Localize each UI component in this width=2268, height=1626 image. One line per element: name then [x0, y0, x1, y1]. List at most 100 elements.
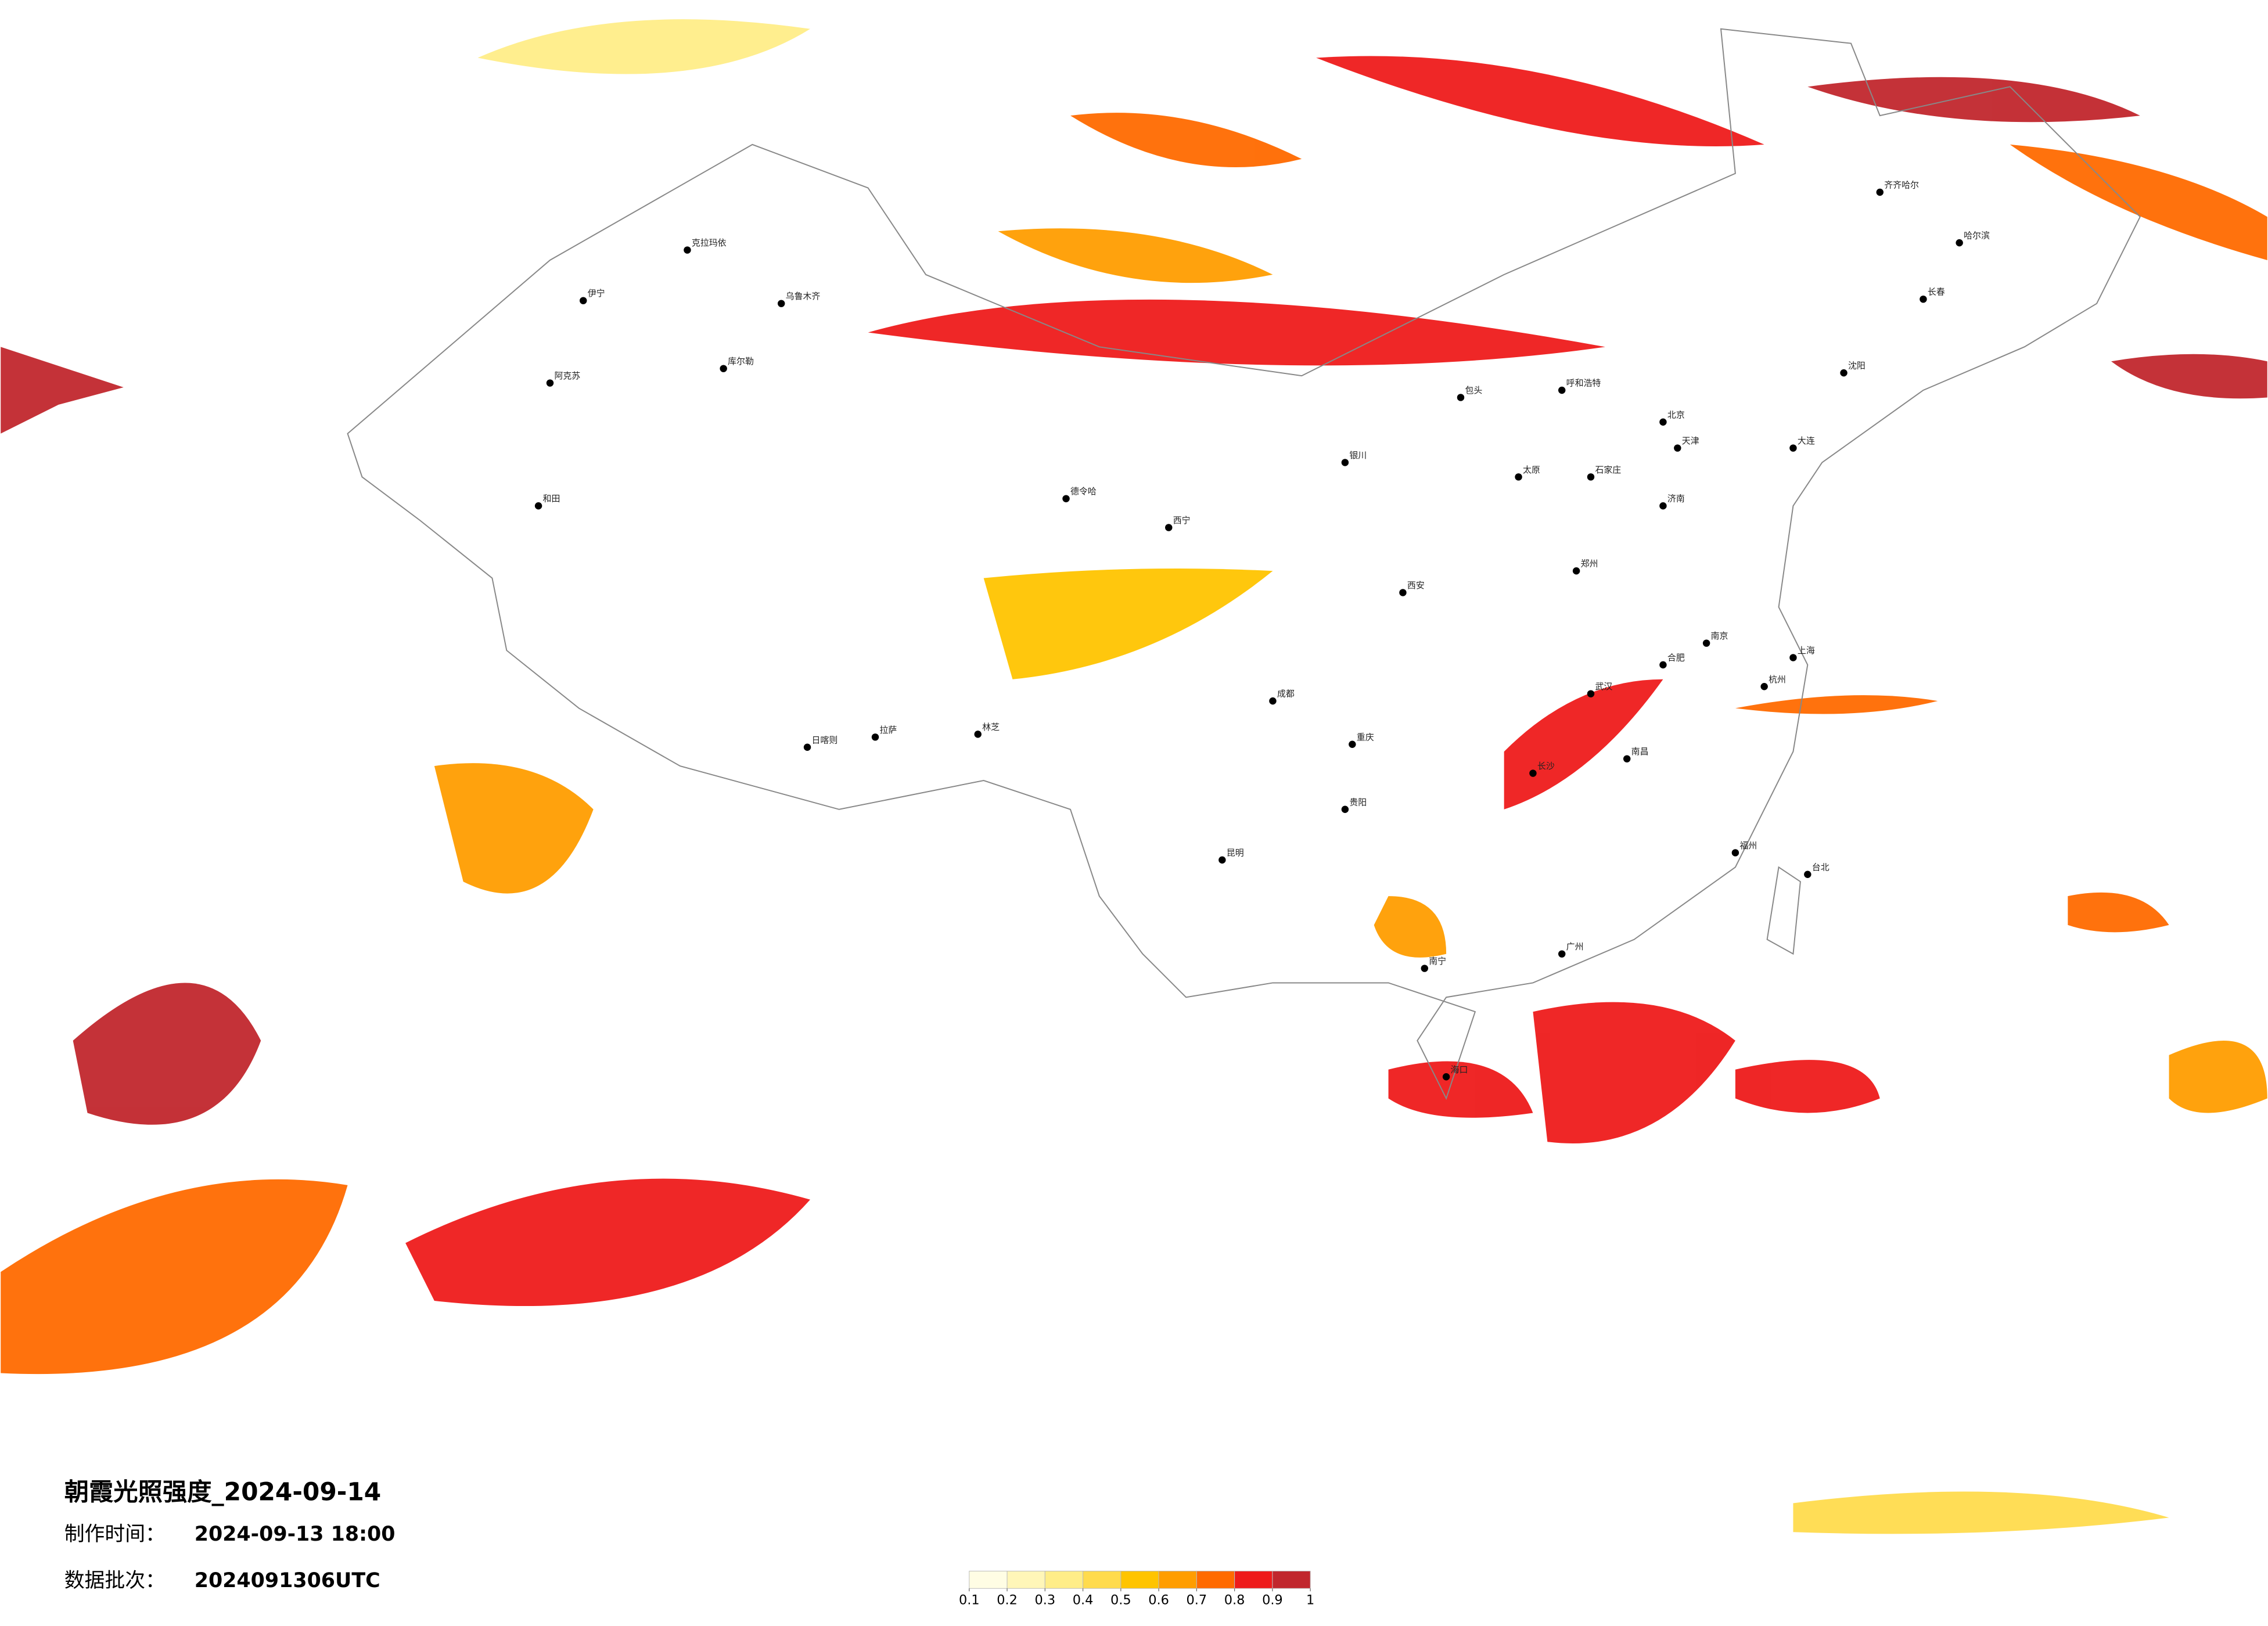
colorbar-segment [969, 1570, 1008, 1589]
colorbar-segment [1234, 1570, 1273, 1589]
city-label: 大连 [1798, 436, 1815, 446]
city-label: 伊宁 [588, 288, 605, 298]
colorbar-segment [1044, 1570, 1084, 1589]
city-dot [1341, 459, 1349, 466]
city-label: 海口 [1451, 1064, 1468, 1075]
colorbar-tick-label: 0.1 [959, 1593, 980, 1608]
colorbar-tick-label: 0.4 [1073, 1593, 1094, 1608]
city-dot [974, 731, 982, 738]
info-label: 制作时间： [64, 1523, 166, 1546]
city-label: 上海 [1798, 645, 1815, 656]
city-dot [1399, 589, 1407, 596]
city-label: 济南 [1667, 494, 1685, 504]
city-dot [1442, 1073, 1450, 1081]
city-dot [1349, 740, 1356, 748]
colorbar-tick-label: 0.3 [1034, 1593, 1055, 1608]
colorbar-segment [1272, 1570, 1311, 1589]
city-dot [580, 297, 587, 304]
city-dot [1659, 661, 1667, 669]
info-value: 2024091306UTC [195, 1569, 380, 1592]
city-label: 昆明 [1227, 847, 1244, 858]
city-dot [1659, 418, 1667, 426]
colorbar-tick-label: 0.5 [1110, 1593, 1131, 1608]
city-dot [1572, 567, 1580, 575]
city-label: 齐齐哈尔 [1884, 180, 1919, 190]
info-value: 2024-09-13 18:00 [195, 1523, 396, 1546]
city-label: 重庆 [1357, 732, 1374, 742]
city-label: 乌鲁木齐 [786, 291, 821, 301]
city-label: 合肥 [1667, 652, 1685, 663]
colorbar-tick-label: 0.6 [1148, 1593, 1169, 1608]
city-dot [1219, 856, 1226, 864]
colorbar-tick-label: 0.9 [1262, 1593, 1283, 1608]
city-label: 银川 [1349, 450, 1367, 461]
city-label: 拉萨 [879, 725, 897, 735]
colorbar-segment [1007, 1570, 1045, 1589]
city-dot [1659, 502, 1667, 510]
city-dot [803, 743, 811, 751]
city-label: 日喀则 [811, 735, 838, 745]
city-label: 台北 [1812, 862, 1830, 872]
city-dot [1840, 369, 1848, 377]
city-dot [1341, 805, 1349, 813]
city-dot [1457, 394, 1465, 401]
city-label: 和田 [543, 494, 560, 504]
city-dot [1956, 239, 1963, 247]
city-label: 克拉玛依 [692, 238, 727, 248]
city-dot [1421, 965, 1428, 972]
city-dot [871, 733, 879, 741]
city-dot [1062, 495, 1070, 502]
city-dot [1623, 755, 1631, 762]
taiwan-border [1766, 866, 1801, 955]
colorbar-segment [1120, 1570, 1159, 1589]
city-dot [1920, 295, 1927, 303]
city-dot [1674, 444, 1681, 452]
city-label: 广州 [1566, 941, 1584, 952]
city-dot [534, 502, 542, 510]
colorbar-segment [1196, 1570, 1235, 1589]
city-label: 太原 [1523, 465, 1540, 475]
city-dot [720, 365, 727, 372]
city-dot [1789, 444, 1797, 452]
city-dot [1558, 386, 1566, 394]
colorbar-tick-label: 0.8 [1224, 1593, 1245, 1608]
city-label: 北京 [1667, 409, 1685, 420]
city-label: 呼和浩特 [1566, 378, 1601, 388]
city-label: 西安 [1407, 580, 1425, 591]
city-label: 南京 [1711, 631, 1728, 641]
city-dot [1702, 639, 1710, 647]
city-label: 哈尔滨 [1964, 231, 1990, 241]
city-dot [1558, 950, 1566, 958]
city-label: 成都 [1277, 689, 1295, 699]
city-label: 沈阳 [1848, 361, 1866, 371]
city-label: 德令哈 [1070, 486, 1097, 497]
city-label: 长沙 [1537, 761, 1555, 771]
city-dot [1587, 473, 1595, 481]
city-label: 福州 [1739, 840, 1757, 851]
city-dot [1165, 524, 1173, 531]
city-label: 武汉 [1595, 681, 1612, 692]
city-label: 阿克苏 [554, 370, 580, 381]
city-label: 石家庄 [1595, 465, 1621, 475]
city-label: 库尔勒 [728, 356, 754, 366]
city-label: 天津 [1682, 436, 1699, 446]
colorbar-tick-label: 1 [1306, 1593, 1314, 1608]
colorbar-tick-label: 0.7 [1187, 1593, 1207, 1608]
cloud-field [1, 19, 2267, 1534]
colorbar-segment [1158, 1570, 1197, 1589]
city-label: 包头 [1465, 385, 1482, 395]
city-dot [546, 379, 554, 387]
colorbar-tick-label: 0.2 [997, 1593, 1018, 1608]
city-label: 杭州 [1769, 674, 1786, 685]
city-label: 长春 [1928, 287, 1945, 297]
city-dot [1529, 769, 1537, 777]
city-dot [777, 300, 785, 307]
city-label: 南昌 [1631, 746, 1649, 757]
city-dot [1731, 849, 1739, 857]
city-dot [1804, 870, 1811, 878]
city-label: 林芝 [982, 722, 1000, 732]
city-dot [1760, 683, 1768, 690]
